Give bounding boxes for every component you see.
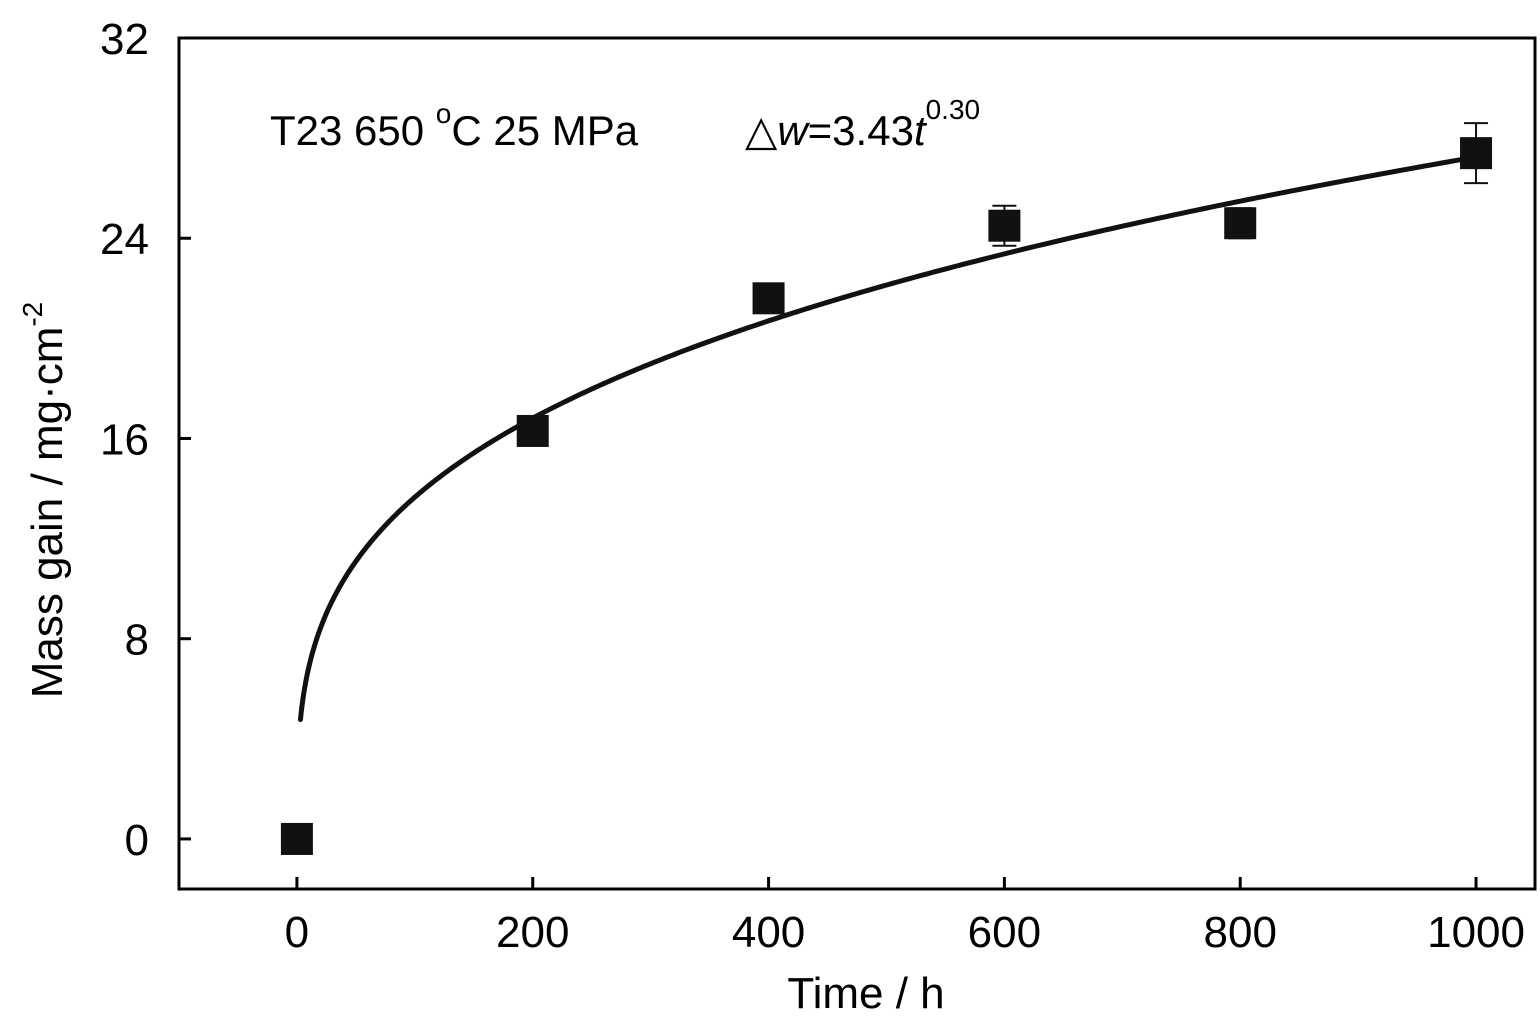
data-point-square (988, 209, 1021, 242)
data-point-square (752, 282, 785, 315)
delta-symbol: △ (745, 107, 778, 154)
y-axis-title-main: Mass gain / mg·cm (23, 327, 72, 699)
equation-exponent: 0.30 (926, 94, 981, 125)
y-tick-label: 24 (100, 215, 149, 264)
y-axis-title-superscript: -2 (17, 302, 48, 327)
fit-curve-group (297, 154, 1479, 723)
equation-variable: w (777, 107, 810, 154)
y-tick-label: 32 (100, 15, 149, 64)
y-tick-label: 8 (125, 616, 149, 665)
x-tick-label: 600 (968, 908, 1041, 957)
data-point-square (1224, 207, 1257, 240)
condition-annotation: T23 650 oC 25 MPa (270, 98, 639, 154)
axis-ticks: 0 200 400 600 800 1000 0 8 16 24 32 (100, 15, 1525, 957)
condition-prefix: T23 650 (270, 107, 436, 154)
x-axis-title: Time / h (787, 969, 944, 1018)
fit-curve (297, 154, 1479, 723)
condition-suffix: C 25 MPa (451, 107, 638, 154)
plot-frame (177, 36, 1537, 891)
y-tick-label: 0 (125, 816, 149, 865)
x-tick-label: 200 (496, 908, 569, 957)
equation-time-variable: t (914, 107, 928, 154)
equation-annotation: △w=3.43t0.30 (745, 94, 980, 154)
y-axis-title: Mass gain / mg·cm-2 (17, 302, 72, 699)
y-tick-label: 16 (100, 415, 149, 464)
data-point-square (1460, 137, 1493, 170)
x-tick-label: 400 (732, 908, 805, 957)
data-point-square (280, 822, 313, 855)
plot-frame-rect (177, 36, 1537, 891)
data-point-square (516, 414, 549, 447)
x-tick-label: 1000 (1427, 908, 1525, 957)
x-tick-label: 0 (285, 908, 309, 957)
degree-superscript: o (436, 98, 452, 129)
data-points-group (280, 122, 1493, 855)
x-tick-label: 800 (1204, 908, 1277, 957)
equation-coefficient: =3.43 (808, 107, 914, 154)
